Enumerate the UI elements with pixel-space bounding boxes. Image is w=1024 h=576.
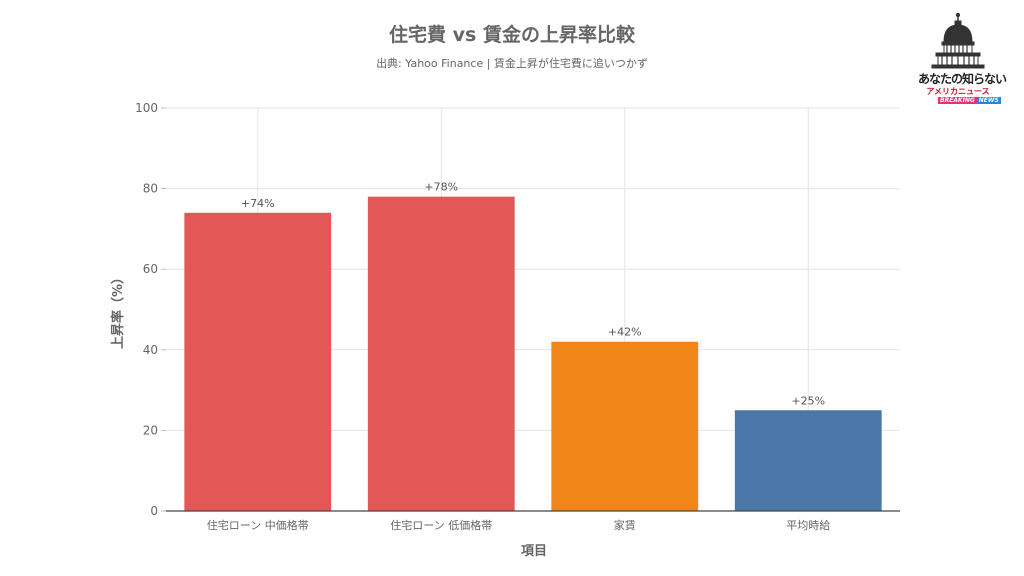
bar (184, 212, 332, 511)
bar (734, 410, 882, 511)
bar-data-label: +74% (241, 197, 275, 210)
x-axis-title: 項目 (521, 544, 547, 559)
bar (367, 196, 515, 511)
bar-data-label: +78% (424, 181, 458, 194)
chart-subtitle: 出典: Yahoo Finance | 賃金上昇が住宅費に追いつかず (376, 57, 648, 70)
logo-line-2: アメリカニュース (926, 87, 990, 96)
y-tick-label: 60 (143, 262, 158, 276)
badge-breaking: BREAKING (938, 97, 977, 104)
chart-title: 住宅費 vs 賃金の上昇率比較 (389, 24, 635, 46)
axes: 0 20 40 60 80 100 住宅ローン 中価格帯 住宅ローン 低価格帯 家賃 平均時給 (135, 101, 900, 532)
y-tick-label: 100 (135, 101, 158, 115)
y-tick-label: 40 (143, 343, 158, 357)
breaking-news-badge: BREAKING NEWS (938, 97, 1001, 105)
bars (184, 196, 882, 511)
x-tick-label: 平均時給 (786, 518, 830, 532)
news-logo: あなたの知らない アメリカニュース BREAKING NEWS (918, 12, 1007, 105)
badge-news: NEWS (976, 97, 1001, 104)
y-tick-label: 20 (143, 423, 158, 437)
data-labels: +74% +78% +42% +25% (241, 181, 825, 408)
y-axis-title: 上昇率（%） (110, 271, 126, 349)
y-tick-label: 0 (150, 504, 158, 518)
x-tick-label: 家賃 (614, 518, 636, 532)
bar-data-label: +25% (791, 394, 825, 407)
bar (551, 341, 699, 511)
x-tick-label: 住宅ローン 中価格帯 (207, 518, 309, 532)
x-tick-label: 住宅ローン 低価格帯 (390, 518, 492, 532)
logo-line-1: あなたの知らない (918, 72, 1007, 86)
capitol-icon (931, 12, 985, 69)
bar-data-label: +42% (608, 326, 642, 339)
y-tick-label: 80 (143, 182, 158, 196)
